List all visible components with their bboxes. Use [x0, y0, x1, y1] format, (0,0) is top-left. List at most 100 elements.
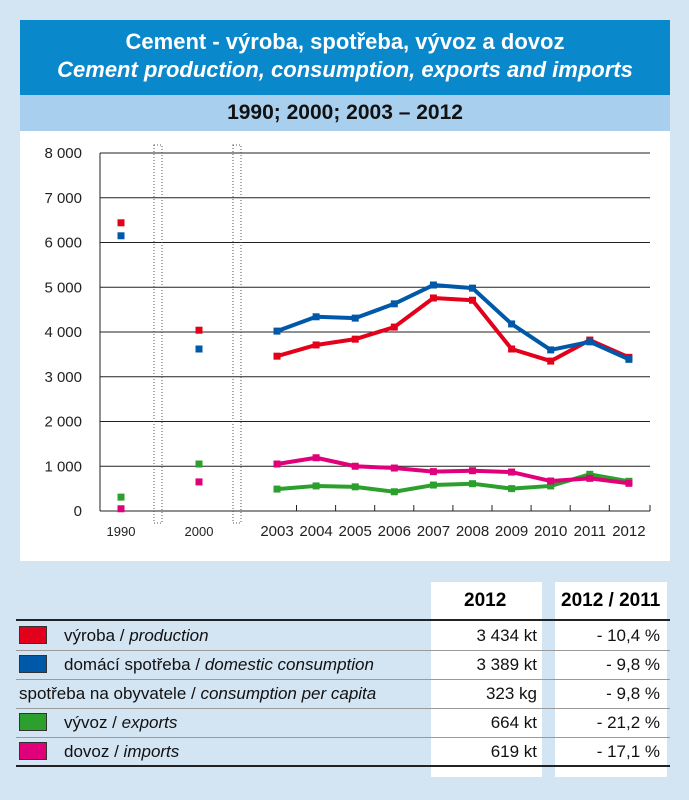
data-point — [273, 485, 281, 493]
data-point — [508, 345, 516, 353]
data-point — [547, 346, 555, 354]
table-row: vývoz / exports 664 kt - 21,2 % — [16, 708, 670, 738]
y-tick-label: 0 — [74, 503, 82, 520]
legend-swatch — [19, 626, 47, 644]
data-point — [469, 296, 476, 304]
header-2012: 2012 — [464, 590, 507, 611]
data-point — [429, 294, 437, 302]
data-point — [547, 357, 555, 365]
row-value: 619 kt — [490, 742, 537, 761]
y-tick-label: 1 000 — [44, 458, 82, 475]
data-point — [390, 464, 398, 472]
data-point — [429, 481, 437, 489]
x-tick-label: 2010 — [534, 523, 567, 540]
row-change: - 9,8 % — [606, 655, 660, 674]
data-point — [117, 219, 125, 227]
line-chart: 0 1 000 2 000 3 000 4 000 5 000 6 000 7 000 8 00… — [44, 144, 651, 540]
data-point — [195, 460, 203, 468]
data-point — [273, 352, 281, 360]
data-point — [351, 335, 359, 343]
row-change: - 9,8 % — [606, 684, 660, 703]
x-tick-label: 2009 — [495, 523, 528, 540]
table-row: domácí spotřeba / domestic consumption 3 … — [16, 650, 670, 680]
data-point — [429, 468, 437, 476]
data-point — [390, 488, 398, 496]
legend-swatch — [19, 742, 47, 760]
data-point — [273, 327, 281, 335]
data-point — [195, 326, 203, 334]
data-point — [117, 505, 125, 513]
table-top-rule — [16, 619, 670, 621]
row-change: - 17,1 % — [596, 742, 660, 761]
series-line — [276, 283, 630, 362]
x-tick-label: 2011 — [574, 523, 606, 540]
row-label: domácí spotřeba / domestic consumption — [64, 655, 374, 674]
data-point — [625, 355, 633, 363]
data-point — [508, 468, 516, 476]
data-point — [508, 320, 516, 328]
data-point — [586, 470, 594, 478]
data-point — [351, 483, 359, 491]
data-point — [429, 281, 437, 289]
chart-title: Cement - výroba, spotřeba, vývoz a dovoz… — [20, 20, 670, 95]
data-point — [390, 323, 398, 331]
x-tick-label: 2012 — [612, 523, 645, 540]
title-cz: Cement - výroba, spotřeba, vývoz a dovoz — [125, 29, 565, 54]
chart-subtitle: 1990; 2000; 2003 – 2012 — [20, 95, 670, 131]
x-tick-label: 2005 — [339, 523, 372, 540]
series-line — [276, 295, 630, 364]
data-point — [390, 300, 398, 308]
y-tick-label: 2 000 — [44, 414, 82, 431]
table-row: dovoz / imports 619 kt - 17,1 % — [16, 737, 670, 767]
x-tick-label: 2007 — [417, 523, 450, 540]
row-value: 323 kg — [485, 684, 537, 703]
row-label: vývoz / exports — [64, 713, 178, 732]
data-point — [195, 345, 203, 353]
header-change: 2012 / 2011 — [561, 590, 661, 611]
data-point — [469, 480, 476, 488]
data-point — [195, 478, 203, 486]
data-point — [312, 313, 320, 321]
table-row: spotřeba na obyvatele / consumption per … — [16, 679, 670, 709]
data-point — [312, 454, 320, 462]
row-change: - 10,4 % — [596, 626, 660, 645]
y-tick-label: 6 000 — [44, 235, 82, 252]
legend-swatch — [19, 713, 47, 731]
data-point — [547, 482, 555, 490]
axis-break — [232, 144, 242, 524]
series-line — [276, 455, 630, 486]
row-label: dovoz / imports — [64, 742, 180, 761]
y-tick-label: 4 000 — [44, 324, 82, 341]
data-point — [117, 493, 125, 501]
data-point — [351, 462, 359, 470]
title-en: Cement production, consumption, exports … — [57, 57, 633, 82]
row-label: výroba / production — [64, 626, 209, 645]
x-tick-label: 2004 — [299, 523, 332, 540]
row-value: 664 kt — [490, 713, 537, 732]
data-point — [469, 467, 476, 475]
x-tick-label: 2003 — [260, 523, 293, 540]
x-tick-label: 2006 — [378, 523, 411, 540]
axis-break — [153, 144, 163, 524]
y-tick-label: 3 000 — [44, 369, 82, 386]
legend-swatch — [19, 655, 47, 673]
table-row: výroba / production 3 434 kt - 10,4 % — [16, 621, 670, 651]
y-tick-label: 7 000 — [44, 190, 82, 207]
data-point — [351, 314, 359, 322]
data-point — [312, 341, 320, 349]
row-value: 3 389 kt — [476, 655, 538, 674]
data-point — [273, 460, 281, 468]
x-tick-label: 2000 — [185, 524, 214, 539]
x-tick-label: 2008 — [456, 523, 489, 540]
data-point — [469, 284, 476, 292]
data-point — [586, 338, 594, 346]
data-point — [117, 232, 125, 240]
data-point — [312, 482, 320, 490]
data-point — [547, 477, 555, 485]
x-tick-label: 1990 — [107, 524, 136, 539]
row-label: spotřeba na obyvatele / consumption per … — [19, 684, 377, 703]
series-line — [276, 472, 630, 494]
data-point — [586, 474, 594, 482]
y-tick-label: 8 000 — [44, 145, 82, 162]
chart-panel: 0 1 000 2 000 3 000 4 000 5 000 6 000 7 000 8 00… — [20, 131, 670, 561]
